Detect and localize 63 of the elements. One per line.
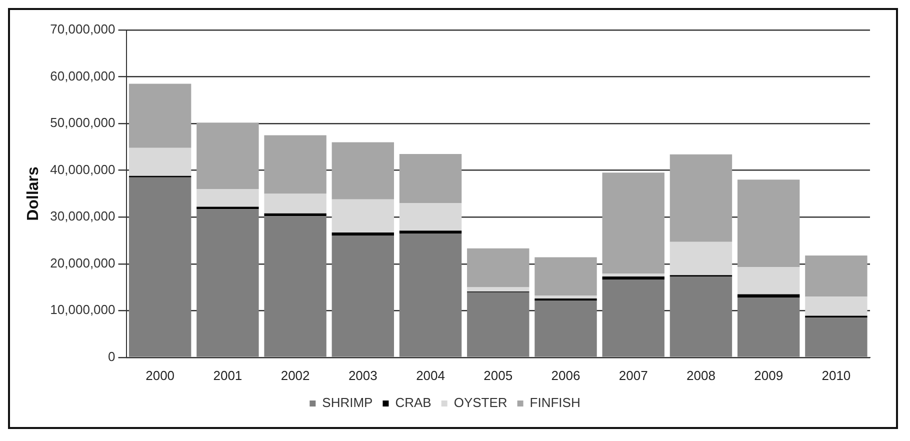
x-tick-label: 2005 [484, 368, 513, 383]
y-tick-label: 10,000,000 [50, 302, 116, 318]
bar [467, 287, 530, 292]
bar [805, 318, 868, 357]
bar [128, 177, 192, 357]
y-tick-label: 20,000,000 [50, 255, 116, 270]
bar [737, 298, 800, 357]
bar [534, 296, 597, 298]
y-tick-label: 30,000,000 [50, 208, 116, 224]
bar [196, 209, 259, 357]
bar [128, 84, 192, 148]
legend-label: OYSTER [454, 395, 508, 410]
bar [670, 154, 732, 242]
bar [534, 257, 597, 296]
x-tick-label: 2007 [618, 368, 648, 383]
bar [332, 236, 394, 357]
bar [399, 233, 462, 357]
y-tick-label: 0 [108, 348, 116, 364]
bar [264, 216, 326, 357]
y-tick-label: 70,000,000 [50, 22, 116, 37]
bar [264, 135, 326, 194]
x-tick-label: 2006 [551, 368, 580, 383]
legend-label: FINFISH [530, 395, 580, 410]
y-axis-title: Dollars [25, 166, 42, 221]
y-tick-label: 60,000,000 [50, 68, 116, 84]
bar [264, 194, 326, 214]
bar [602, 274, 664, 276]
bar [534, 298, 597, 301]
bar [737, 294, 800, 298]
bar [264, 213, 326, 216]
bar [332, 142, 394, 200]
bar [670, 242, 732, 276]
bar [670, 276, 732, 357]
x-tick-label: 2009 [754, 368, 784, 383]
y-tick-label: 50,000,000 [50, 115, 116, 130]
bar [737, 267, 800, 294]
x-tick-label: 2008 [686, 368, 716, 383]
y-tick-label: 40,000,000 [50, 162, 116, 177]
bar [332, 232, 394, 236]
x-tick-label: 2010 [822, 368, 851, 383]
bar [602, 280, 664, 357]
x-tick-label: 2002 [280, 368, 310, 383]
bar [737, 180, 800, 268]
bar [602, 276, 664, 280]
bar [805, 255, 868, 297]
bar [399, 230, 462, 234]
bar [534, 300, 597, 357]
bar [196, 189, 259, 207]
bar [399, 203, 462, 231]
bar [128, 148, 192, 176]
bar [602, 172, 664, 274]
bar [196, 122, 259, 190]
x-tick-label: 2004 [416, 368, 445, 383]
x-tick-label: 2000 [146, 368, 175, 383]
bar [467, 292, 530, 357]
x-tick-label: 2001 [213, 368, 242, 383]
x-tick-label: 2003 [348, 368, 378, 383]
bar [399, 154, 462, 204]
legend-label: SHRIMP [322, 395, 373, 410]
bar [332, 199, 394, 233]
bar [805, 296, 868, 316]
legend-label: CRAB [395, 395, 432, 410]
bar [467, 248, 530, 288]
